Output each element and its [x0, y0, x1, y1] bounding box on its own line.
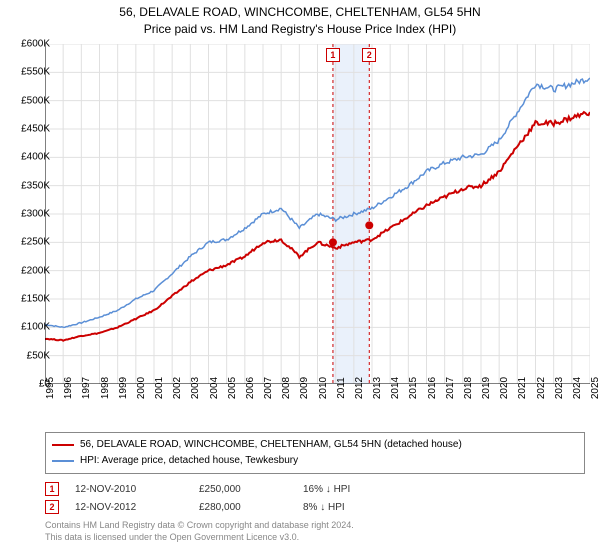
x-tick-label: 2007	[263, 377, 274, 399]
y-tick-label: £0	[10, 379, 50, 390]
legend-swatch	[52, 460, 74, 462]
x-tick-label: 2013	[372, 377, 383, 399]
x-tick-label: 2018	[463, 377, 474, 399]
attribution-line2: This data is licensed under the Open Gov…	[45, 532, 585, 544]
sale-dot	[365, 221, 373, 229]
sale-price: £250,000	[199, 484, 299, 495]
x-tick-label: 2001	[154, 377, 165, 399]
x-tick-label: 2021	[517, 377, 528, 399]
x-tick-label: 2017	[445, 377, 456, 399]
x-tick-label: 2005	[227, 377, 238, 399]
attribution: Contains HM Land Registry data © Crown c…	[45, 520, 585, 543]
x-tick-label: 2012	[354, 377, 365, 399]
event-marker: 2	[362, 48, 376, 62]
sale-pct: 8% ↓ HPI	[303, 502, 413, 513]
attribution-line1: Contains HM Land Registry data © Crown c…	[45, 520, 585, 532]
x-tick-label: 2006	[245, 377, 256, 399]
title-address: 56, DELAVALE ROAD, WINCHCOMBE, CHELTENHA…	[0, 4, 600, 21]
legend-row: 56, DELAVALE ROAD, WINCHCOMBE, CHELTENHA…	[52, 437, 578, 453]
x-tick-label: 2016	[427, 377, 438, 399]
chart-area	[45, 44, 590, 384]
y-tick-label: £250K	[10, 237, 50, 248]
x-tick-label: 2000	[136, 377, 147, 399]
sale-row: 1 12-NOV-2010 £250,000 16% ↓ HPI	[45, 480, 585, 498]
title-subtitle: Price paid vs. HM Land Registry's House …	[0, 21, 600, 38]
x-tick-label: 2022	[536, 377, 547, 399]
sale-row: 2 12-NOV-2012 £280,000 8% ↓ HPI	[45, 498, 585, 516]
x-tick-label: 2003	[190, 377, 201, 399]
legend-swatch	[52, 444, 74, 446]
y-tick-label: £150K	[10, 294, 50, 305]
x-tick-label: 1998	[100, 377, 111, 399]
legend-label: 56, DELAVALE ROAD, WINCHCOMBE, CHELTENHA…	[80, 437, 462, 453]
legend-label: HPI: Average price, detached house, Tewk…	[80, 453, 298, 469]
x-tick-label: 1995	[45, 377, 56, 399]
y-tick-label: £400K	[10, 152, 50, 163]
sale-date: 12-NOV-2010	[75, 484, 195, 495]
y-tick-label: £350K	[10, 180, 50, 191]
sale-date: 12-NOV-2012	[75, 502, 195, 513]
y-tick-label: £500K	[10, 95, 50, 106]
y-tick-label: £100K	[10, 322, 50, 333]
x-tick-label: 2015	[408, 377, 419, 399]
x-tick-label: 2004	[209, 377, 220, 399]
x-tick-label: 2014	[390, 377, 401, 399]
chart-title-block: 56, DELAVALE ROAD, WINCHCOMBE, CHELTENHA…	[0, 0, 600, 38]
x-tick-label: 2009	[299, 377, 310, 399]
y-tick-label: £300K	[10, 209, 50, 220]
x-tick-label: 2020	[499, 377, 510, 399]
x-tick-label: 2010	[318, 377, 329, 399]
y-tick-label: £50K	[10, 350, 50, 361]
line-chart	[45, 44, 590, 384]
legend-row: HPI: Average price, detached house, Tewk…	[52, 453, 578, 469]
x-tick-label: 2023	[554, 377, 565, 399]
x-tick-label: 2011	[336, 377, 347, 399]
sale-dot	[329, 238, 337, 246]
x-tick-label: 1996	[63, 377, 74, 399]
y-tick-label: £600K	[10, 39, 50, 50]
x-tick-label: 2025	[590, 377, 600, 399]
x-tick-label: 2019	[481, 377, 492, 399]
legend: 56, DELAVALE ROAD, WINCHCOMBE, CHELTENHA…	[45, 432, 585, 474]
x-tick-label: 2024	[572, 377, 583, 399]
x-tick-label: 2002	[172, 377, 183, 399]
x-tick-label: 1997	[81, 377, 92, 399]
y-tick-label: £450K	[10, 124, 50, 135]
y-tick-label: £550K	[10, 67, 50, 78]
sale-marker: 1	[45, 482, 59, 496]
sale-marker: 2	[45, 500, 59, 514]
sale-pct: 16% ↓ HPI	[303, 484, 413, 495]
sale-price: £280,000	[199, 502, 299, 513]
event-marker: 1	[326, 48, 340, 62]
x-tick-label: 1999	[118, 377, 129, 399]
y-tick-label: £200K	[10, 265, 50, 276]
x-tick-label: 2008	[281, 377, 292, 399]
